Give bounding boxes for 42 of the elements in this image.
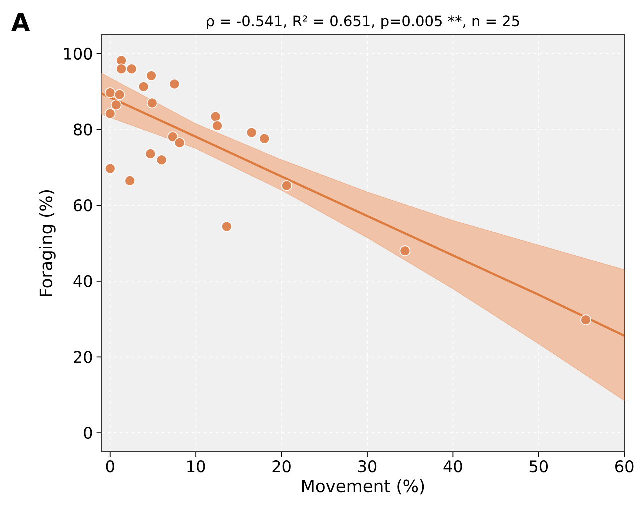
x-tick-label: 30 — [358, 460, 377, 473]
x-tick-label: 40 — [444, 460, 462, 473]
point — [174, 138, 186, 148]
x-axis-title: Movement (%) — [302, 479, 424, 495]
point — [282, 180, 292, 192]
point — [400, 246, 411, 256]
y-axis-title: Foraging (%) — [39, 190, 56, 296]
point — [259, 133, 270, 144]
point — [110, 100, 122, 111]
x-tick-label: 10 — [188, 460, 206, 473]
point — [210, 111, 222, 122]
text: A — [12, 14, 30, 32]
point — [104, 108, 116, 120]
y-tick-label: 80 — [74, 124, 92, 136]
y-tick-label: 20 — [74, 351, 92, 364]
point — [104, 163, 116, 174]
point — [146, 98, 158, 109]
y-tick-label: 60 — [74, 200, 92, 212]
point — [114, 89, 126, 100]
point — [156, 154, 168, 166]
point — [116, 64, 127, 75]
point — [126, 64, 138, 75]
point — [169, 78, 180, 90]
y-tick-label: 100 — [64, 48, 92, 60]
point — [168, 132, 178, 142]
chart-title: ρ = -0.541, R² = 0.651, p=0.005 **, n = 25 — [207, 16, 520, 30]
point — [146, 70, 157, 82]
point — [246, 127, 258, 138]
x-tick-label: 50 — [530, 460, 548, 473]
y-tick-label: 40 — [74, 275, 92, 288]
x-tick-label: 60 — [616, 460, 634, 473]
line-series — [102, 92, 625, 338]
point — [124, 176, 136, 186]
point — [104, 88, 116, 98]
point — [138, 82, 150, 92]
point — [580, 314, 592, 326]
point — [222, 221, 232, 232]
x-tick-label: 0 — [106, 460, 114, 473]
point — [145, 148, 156, 160]
x-tick-label: 20 — [272, 460, 291, 473]
point — [212, 120, 223, 132]
y-tick-label: 0 — [84, 426, 92, 440]
